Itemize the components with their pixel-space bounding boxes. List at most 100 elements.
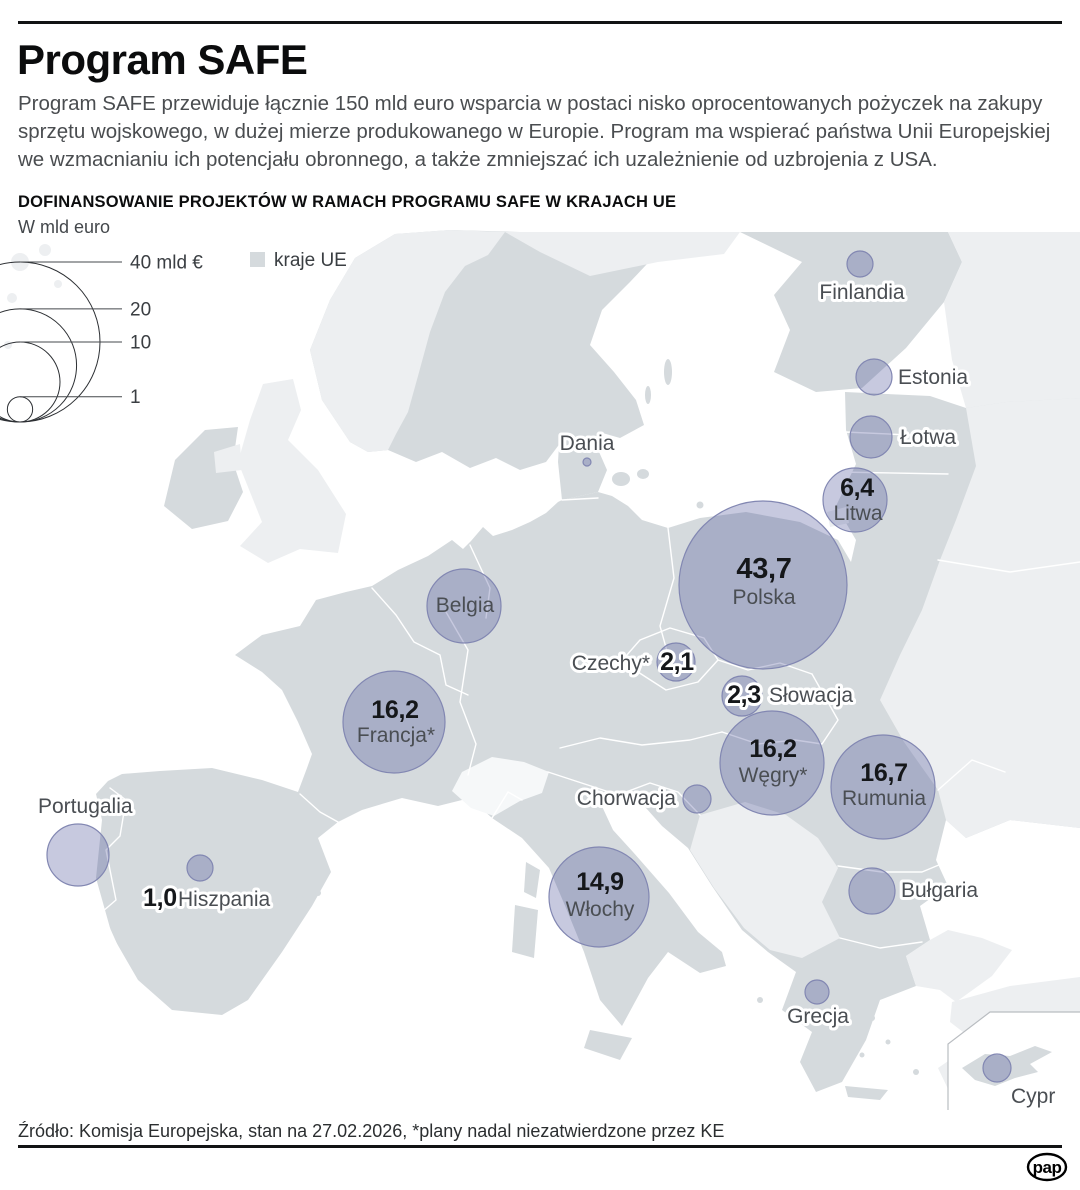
bubble-wegry xyxy=(719,710,825,816)
inset-frame xyxy=(947,1011,1080,1110)
legend-circle-10 xyxy=(0,341,61,423)
legend-size-label: 40 mld € xyxy=(130,253,203,274)
top-rule xyxy=(18,21,1062,24)
label-wegry: Węgry* xyxy=(739,764,808,787)
bubble-polska xyxy=(678,500,848,670)
bubble-czechy xyxy=(656,642,696,682)
area-legend: kraje UE xyxy=(250,250,347,271)
pap-logo: pap xyxy=(1026,1152,1068,1182)
bubble-portugalia xyxy=(46,823,110,887)
land-shapes xyxy=(4,230,1080,1110)
value-czechy: 2,1 xyxy=(660,648,694,676)
balearic-island xyxy=(296,896,304,904)
label-estonia: Estonia xyxy=(898,366,968,389)
bubble-wlochy xyxy=(548,846,650,948)
land-continent xyxy=(96,392,1080,1092)
bornholm-island xyxy=(696,501,704,509)
bubble-slowacja xyxy=(721,675,763,717)
bubble-chorwacja xyxy=(682,784,712,814)
value-rumunia: 16,7 xyxy=(860,759,907,787)
land-northern-ireland xyxy=(214,444,242,473)
label-francja: Francja* xyxy=(357,724,435,747)
cyprus-inset xyxy=(947,1011,1080,1110)
land-switzerland xyxy=(452,757,549,816)
aegean-island xyxy=(869,1015,875,1021)
legend-circle-1 xyxy=(6,396,34,423)
size-legend: 40 mld € 20 10 1 xyxy=(0,253,203,423)
cyprus-island xyxy=(962,1046,1052,1086)
value-slowacja: 2,3 xyxy=(727,681,761,709)
land-uk xyxy=(238,379,346,563)
label-dania: Dania xyxy=(560,432,615,455)
bubble-rumunia xyxy=(830,734,936,840)
legend-size-label: 20 xyxy=(130,299,151,320)
bottom-rule xyxy=(18,1145,1062,1148)
bubble-francja xyxy=(342,670,446,774)
legend-size-label: 10 xyxy=(130,333,151,354)
area-legend-label: kraje UE xyxy=(274,250,347,271)
land-finland xyxy=(740,232,962,392)
aegean-island xyxy=(913,1069,919,1075)
sardinia-island xyxy=(512,905,538,958)
norwegian-coast-fragment xyxy=(39,244,51,256)
land-norway xyxy=(310,230,505,452)
bubble-belgia xyxy=(426,568,502,644)
bubble-dania xyxy=(582,457,592,467)
legend-size-label: 1 xyxy=(130,387,141,408)
source-note: Źródło: Komisja Europejska, stan na 27.0… xyxy=(18,1121,725,1141)
bubble-litwa xyxy=(822,467,888,533)
country-labels: FinlandiaEstoniaŁotwa6,4LitwaDania43,7Po… xyxy=(35,278,1058,1110)
value-litwa: 6,4 xyxy=(840,474,874,502)
page-title: Program SAFE xyxy=(17,36,308,83)
label-grecja: Grecja xyxy=(787,1005,849,1028)
country-bubbles xyxy=(46,250,1012,1083)
legend-circle-20 xyxy=(0,308,78,423)
label-slowacja: Słowacja xyxy=(769,684,853,707)
label-bulgaria: Bułgaria xyxy=(901,879,978,902)
bubble-lotwa xyxy=(849,415,893,459)
corfu-island xyxy=(757,997,763,1003)
oland-island xyxy=(645,386,651,404)
europe-map: 40 mld € 20 10 1 kraje UE Finlandia Estonia Ł… xyxy=(0,230,1080,1110)
unit-label: W mld euro xyxy=(18,217,111,237)
label-portugalia: Portugalia xyxy=(38,795,133,818)
bubble-estonia xyxy=(855,358,893,396)
value-francja: 16,2 xyxy=(371,696,418,724)
bubble-cypr xyxy=(982,1053,1012,1083)
country-borders xyxy=(101,431,1080,953)
intro-paragraph: Program SAFE przewiduje łącznie 150 mld … xyxy=(18,92,1051,171)
land-western-balkans xyxy=(690,802,840,958)
land-norway-north xyxy=(505,232,740,276)
label-polska: Polska xyxy=(732,586,795,609)
norwegian-coast-fragment xyxy=(54,280,62,288)
label-chorwacja: Chorwacja xyxy=(577,787,677,810)
bubble-finlandia xyxy=(846,250,874,278)
land-eastern-europe xyxy=(880,398,1080,838)
danish-island xyxy=(637,469,649,479)
label-wlochy: Włochy xyxy=(566,898,635,921)
danish-island xyxy=(612,472,630,486)
pap-logo-text: pap xyxy=(1033,1158,1062,1177)
sicily-island xyxy=(584,1030,632,1060)
aegean-island xyxy=(859,1052,865,1058)
bubble-grecja xyxy=(804,979,830,1005)
corsica-island xyxy=(524,862,540,898)
label-belgia: Belgia xyxy=(436,594,495,617)
crete-island xyxy=(845,1086,888,1100)
section-title: DOFINANSOWANIE PROJEKTÓW W RAMACH PROGRA… xyxy=(18,193,677,211)
gotland-island xyxy=(664,359,672,385)
value-wegry: 16,2 xyxy=(749,735,796,763)
pap-logo-oval xyxy=(1026,1152,1068,1182)
label-lotwa: Łotwa xyxy=(900,426,956,449)
aegean-island xyxy=(885,1039,891,1045)
value-wlochy: 14,9 xyxy=(576,868,623,896)
norwegian-coast-fragment xyxy=(7,293,17,303)
land-turkey-thrace xyxy=(906,930,1012,1002)
land-ireland xyxy=(164,427,243,529)
label-hiszpania: Hiszpania xyxy=(178,888,271,911)
value-hiszpania: 1,0 xyxy=(143,884,177,912)
eu-swatch xyxy=(250,252,265,267)
label-litwa: Litwa xyxy=(833,502,882,525)
land-russia-north xyxy=(944,232,1080,408)
